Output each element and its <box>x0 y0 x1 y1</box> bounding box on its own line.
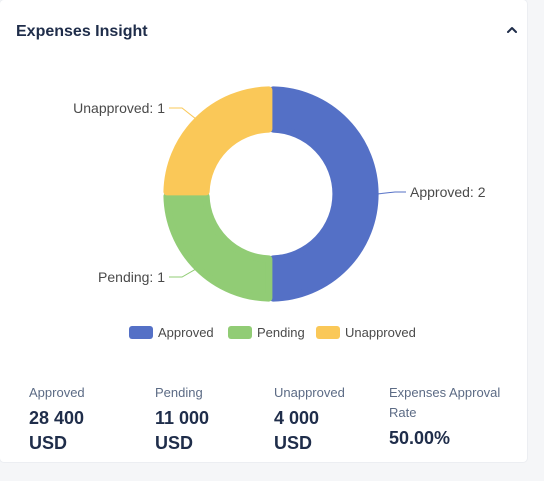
label-line-approved <box>376 191 406 195</box>
legend-item-pending[interactable]: Pending <box>228 325 305 340</box>
stat-approval-rate-label: Expenses Approval Rate <box>389 383 500 423</box>
legend-item-approved[interactable]: Approved <box>129 325 214 340</box>
expenses-insight-card: Expenses Insight Approved: 2 Pending: 1 Un… <box>0 20 527 462</box>
card-title: Expenses Insight <box>16 23 148 40</box>
stat-unapproved-amount: 4 000 <box>274 408 320 428</box>
stat-approved-currency: USD <box>29 433 68 453</box>
legend-label-unapproved: Unapproved <box>345 325 416 340</box>
stat-pending-value: 11 000 USD <box>155 406 209 456</box>
legend-swatch-unapproved <box>316 326 340 339</box>
stat-approval-rate-label-line1: Expenses Approval <box>389 385 501 400</box>
legend-swatch-approved <box>129 326 153 339</box>
stat-pending: Pending 11 000 USD <box>155 383 209 456</box>
legend-label-pending: Pending <box>257 325 305 340</box>
stat-approved-amount: 28 400 <box>29 408 85 428</box>
stat-approval-rate: Expenses Approval Rate 50.00% <box>389 383 500 451</box>
legend-item-unapproved[interactable]: Unapproved <box>316 325 416 340</box>
slice-label-unapproved: Unapproved: 1 <box>73 100 165 116</box>
stat-approval-rate-label-line2: Rate <box>389 405 417 420</box>
stat-unapproved: Unapproved 4 000 USD <box>274 383 345 456</box>
stat-pending-currency: USD <box>155 433 194 453</box>
stat-approved: Approved 28 400 USD <box>29 383 85 456</box>
slice-label-pending: Pending: 1 <box>98 269 165 285</box>
expenses-summary: Approved 28 400 USD Pending 11 000 USD U… <box>0 368 527 462</box>
donut-slice-approved[interactable] <box>269 86 379 302</box>
stat-approved-label: Approved <box>29 385 85 400</box>
collapse-button[interactable] <box>502 20 522 40</box>
legend-label-approved: Approved <box>158 325 214 340</box>
label-line-pending <box>169 268 197 278</box>
chevron-up-icon <box>507 27 517 33</box>
stat-unapproved-label: Unapproved <box>274 385 345 400</box>
slice-label-approved: Approved: 2 <box>410 184 486 200</box>
stat-pending-label: Pending <box>155 385 203 400</box>
legend-swatch-pending <box>228 326 252 339</box>
stat-unapproved-value: 4 000 USD <box>274 406 345 456</box>
stat-unapproved-currency: USD <box>274 433 313 453</box>
stat-pending-amount: 11 000 <box>155 408 210 428</box>
stat-approval-rate-value: 50.00% <box>389 428 451 448</box>
stat-approved-value: 28 400 USD <box>29 406 85 456</box>
expenses-donut-chart: Approved: 2 Pending: 1 Unapproved: 1 Approv… <box>73 86 486 340</box>
donut-slice-pending[interactable] <box>163 192 273 302</box>
donut-slice-unapproved[interactable] <box>163 86 273 196</box>
label-line-unapproved <box>169 107 197 120</box>
